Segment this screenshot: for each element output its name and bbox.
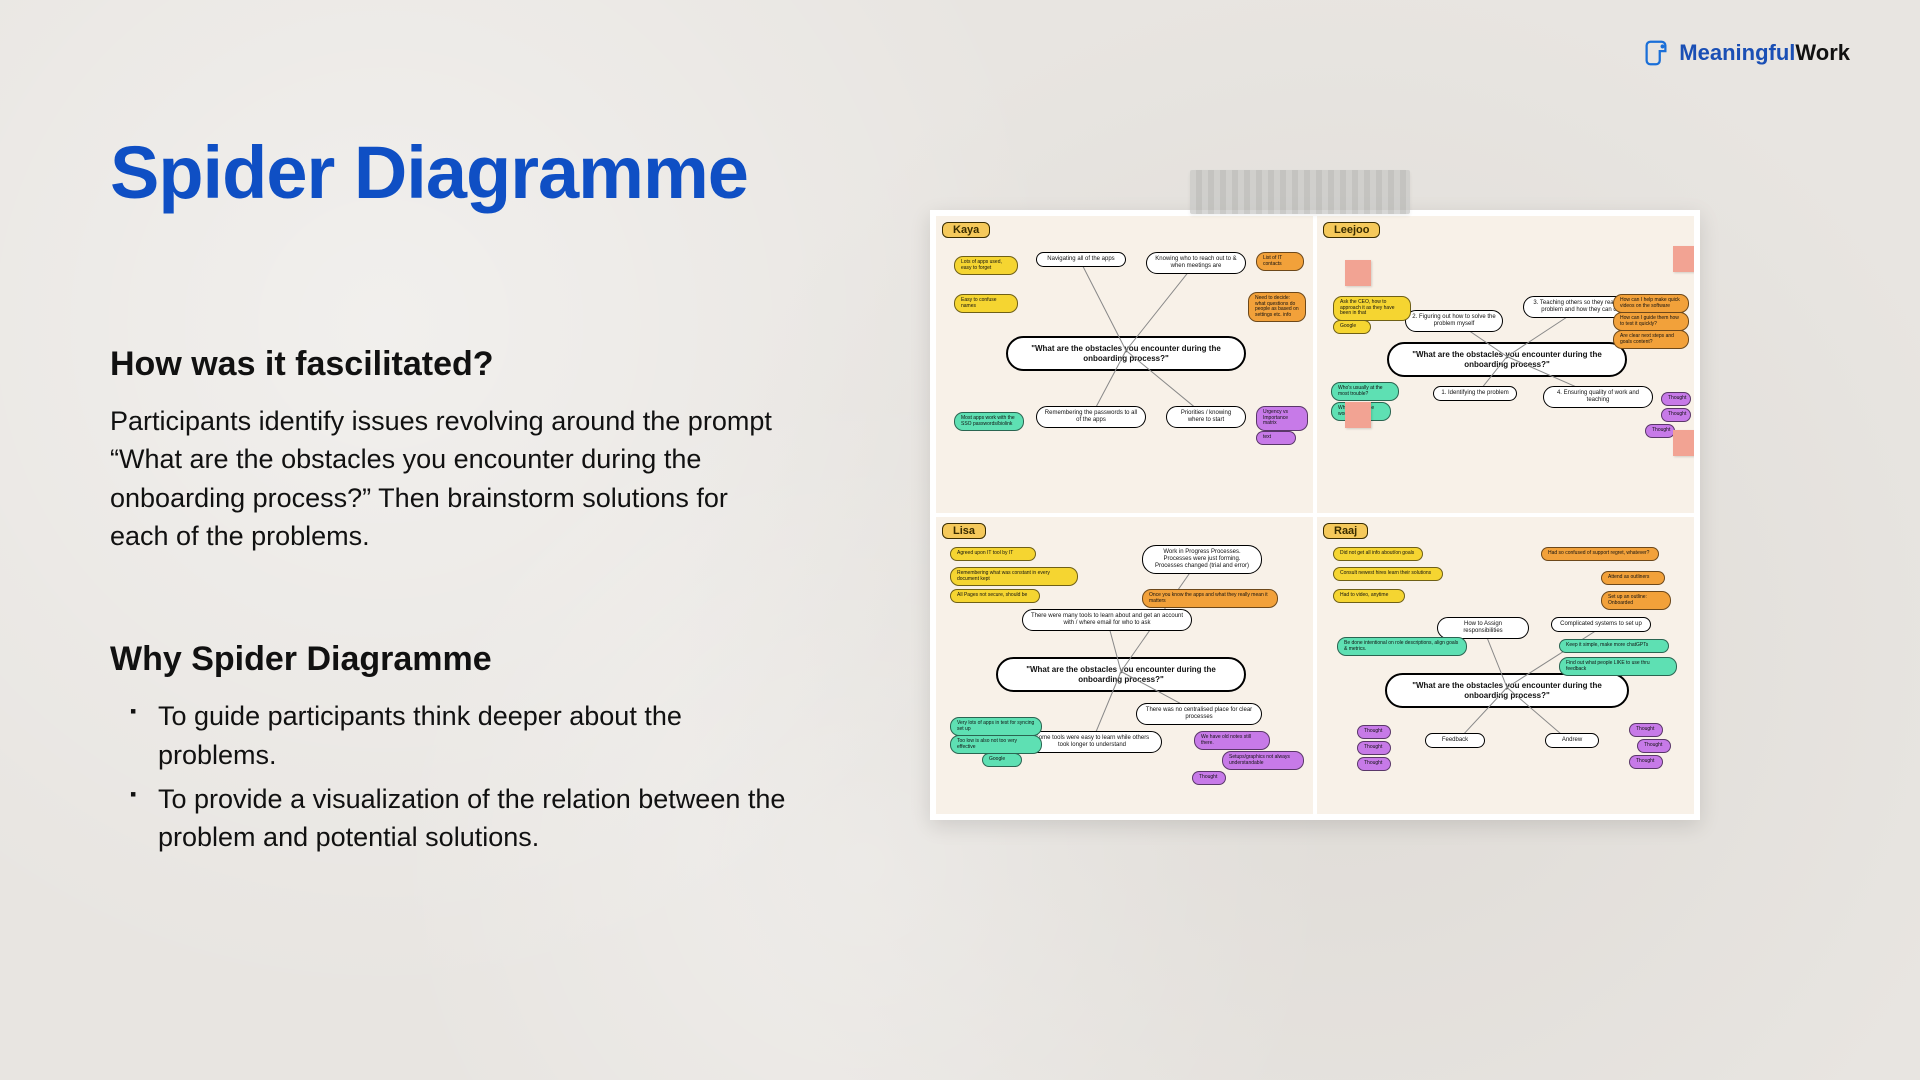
note-chip: Google xyxy=(982,753,1022,767)
note-chip: Setups/graphics not always understandabl… xyxy=(1222,751,1304,770)
idea-bubble: 2. Figuring out how to solve the problem… xyxy=(1405,310,1503,332)
idea-bubble: How to Assign responsibilities xyxy=(1437,617,1529,639)
idea-bubble: Navigating all of the apps xyxy=(1036,252,1126,267)
section1-heading: How was it fascilitated? xyxy=(110,345,870,384)
panel-name-tab: Lisa xyxy=(942,523,986,539)
note-chip: Lots of apps used, easy to forget xyxy=(954,256,1018,275)
section2-heading: Why Spider Diagramme xyxy=(110,640,870,679)
brand-logo: MeaningfulWork xyxy=(1641,38,1850,68)
sticky-note xyxy=(1673,430,1694,456)
idea-bubble: 1. Identifying the problem xyxy=(1433,386,1517,401)
note-chip: All Pages not secure, should be xyxy=(950,589,1040,603)
diagram-board: Kaya "What are the obstacles you encounte… xyxy=(930,210,1700,820)
note-chip: Most apps work with the SSO passwords/bi… xyxy=(954,412,1024,431)
note-chip: Thought xyxy=(1661,408,1691,422)
note-chip: Thought xyxy=(1661,392,1691,406)
slide: Spider Diagramme How was it fascilitated… xyxy=(0,0,1920,1080)
note-chip: Once you know the apps and what they rea… xyxy=(1142,589,1278,608)
sticky-note xyxy=(1345,260,1371,286)
note-chip: Set up an outline: Onboarded xyxy=(1601,591,1671,610)
sticky-note xyxy=(1673,246,1694,272)
note-chip: Urgency vs Importance matrix xyxy=(1256,406,1308,431)
section2-bullets: To guide participants think deeper about… xyxy=(110,697,790,856)
note-chip: Thought xyxy=(1629,723,1663,737)
logo-icon xyxy=(1641,38,1671,68)
note-chip: Google xyxy=(1333,320,1371,334)
left-column: Spider Diagramme How was it fascilitated… xyxy=(110,130,870,1080)
idea-bubble: Priorities / knowing where to start xyxy=(1166,406,1246,428)
idea-bubble: Knowing who to reach out to & when meeti… xyxy=(1146,252,1246,274)
panel-name-tab: Kaya xyxy=(942,222,990,238)
central-prompt: "What are the obstacles you encounter du… xyxy=(1385,673,1629,708)
note-chip: Thought xyxy=(1629,755,1663,769)
panel-lisa: Lisa "What are the obstacles you encounte… xyxy=(936,517,1313,814)
note-chip: Are clear next steps and goals content? xyxy=(1613,330,1689,349)
sticky-note xyxy=(1345,402,1371,428)
note-chip: Thought xyxy=(1637,739,1671,753)
tape-decoration xyxy=(1190,170,1410,214)
note-chip: Keep it simple, make more chatGPTs xyxy=(1559,639,1669,653)
note-chip: Had to video, anytime xyxy=(1333,589,1405,603)
note-chip: Ask the CEO, how to approach it as they … xyxy=(1333,296,1411,321)
note-chip: Find out what people LIKE to use thru fe… xyxy=(1559,657,1677,676)
note-chip: How can I help make quick videos on the … xyxy=(1613,294,1689,313)
note-chip: List of IT contacts xyxy=(1256,252,1304,271)
idea-bubble: Some tools were easy to learn while othe… xyxy=(1022,731,1162,753)
central-prompt: "What are the obstacles you encounter du… xyxy=(1006,336,1246,371)
note-chip: Thought xyxy=(1645,424,1675,438)
note-chip: text xyxy=(1256,431,1296,445)
central-prompt: "What are the obstacles you encounter du… xyxy=(996,657,1246,692)
note-chip: Agreed upon IT tool by IT xyxy=(950,547,1036,561)
note-chip: Did not get all info about/on goals xyxy=(1333,547,1423,561)
note-chip: Need to decide: what questions do people… xyxy=(1248,292,1306,322)
note-chip: Had so confused of support regret, whate… xyxy=(1541,547,1659,561)
note-chip: Easy to confuse names xyxy=(954,294,1018,313)
note-chip: How can I guide them how to test it quic… xyxy=(1613,312,1689,331)
page-title: Spider Diagramme xyxy=(110,130,870,215)
bullet-item: To provide a visualization of the relati… xyxy=(140,780,790,857)
right-column: Kaya "What are the obstacles you encounte… xyxy=(930,130,1810,1080)
note-chip: Too low is also not too very effective xyxy=(950,735,1042,754)
note-chip: Be done intentional on role descriptions… xyxy=(1337,637,1467,656)
panel-name-tab: Leejoo xyxy=(1323,222,1380,238)
panel-raaj: Raaj "What are the obstacles you encounte… xyxy=(1317,517,1694,814)
note-chip: Consult newest hires learn their solutio… xyxy=(1333,567,1443,581)
idea-bubble: Complicated systems to set up xyxy=(1551,617,1651,632)
idea-bubble: Feedback xyxy=(1425,733,1485,748)
idea-bubble: Andrew xyxy=(1545,733,1599,748)
note-chip: Attend as outliners xyxy=(1601,571,1665,585)
note-chip: Thought xyxy=(1357,757,1391,771)
panel-name-tab: Raaj xyxy=(1323,523,1368,539)
logo-text: MeaningfulWork xyxy=(1679,40,1850,66)
note-chip: Very lots of apps in test for syncing se… xyxy=(950,717,1042,736)
central-prompt: "What are the obstacles you encounter du… xyxy=(1387,342,1627,377)
idea-bubble: There was no centralised place for clear… xyxy=(1136,703,1262,725)
note-chip: Thought xyxy=(1192,771,1226,785)
section1-body: Participants identify issues revolving a… xyxy=(110,402,790,555)
idea-bubble: There were many tools to learn about and… xyxy=(1022,609,1192,631)
idea-bubble: 4. Ensuring quality of work and teaching xyxy=(1543,386,1653,408)
idea-bubble: Remembering the passwords to all of the … xyxy=(1036,406,1146,428)
note-chip: Remembering what was constant in every d… xyxy=(950,567,1078,586)
bullet-item: To guide participants think deeper about… xyxy=(140,697,790,774)
panel-leejoo: Leejoo "What are the obstacles you encoun… xyxy=(1317,216,1694,513)
note-chip: Thought xyxy=(1357,725,1391,739)
note-chip: We have old notes still there. xyxy=(1194,731,1270,750)
note-chip: Who's usually at the most trouble? xyxy=(1331,382,1399,401)
note-chip: Thought xyxy=(1357,741,1391,755)
idea-bubble: Work in Progress Processes. Processes we… xyxy=(1142,545,1262,574)
panel-kaya: Kaya "What are the obstacles you encounte… xyxy=(936,216,1313,513)
